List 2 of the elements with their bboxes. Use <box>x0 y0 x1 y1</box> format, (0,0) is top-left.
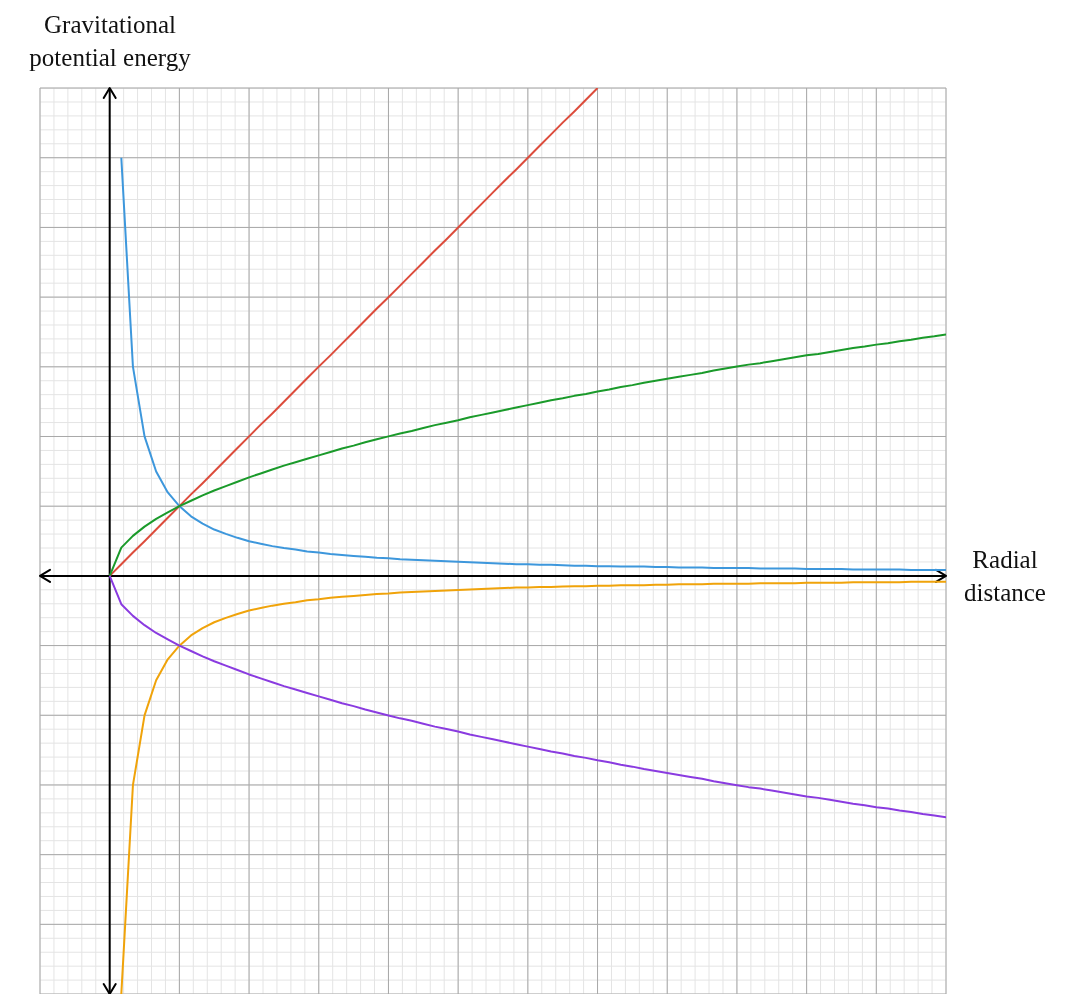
y-axis-title: Gravitational potential energy <box>28 10 192 73</box>
x-axis-title: Radial distance <box>963 545 1047 608</box>
